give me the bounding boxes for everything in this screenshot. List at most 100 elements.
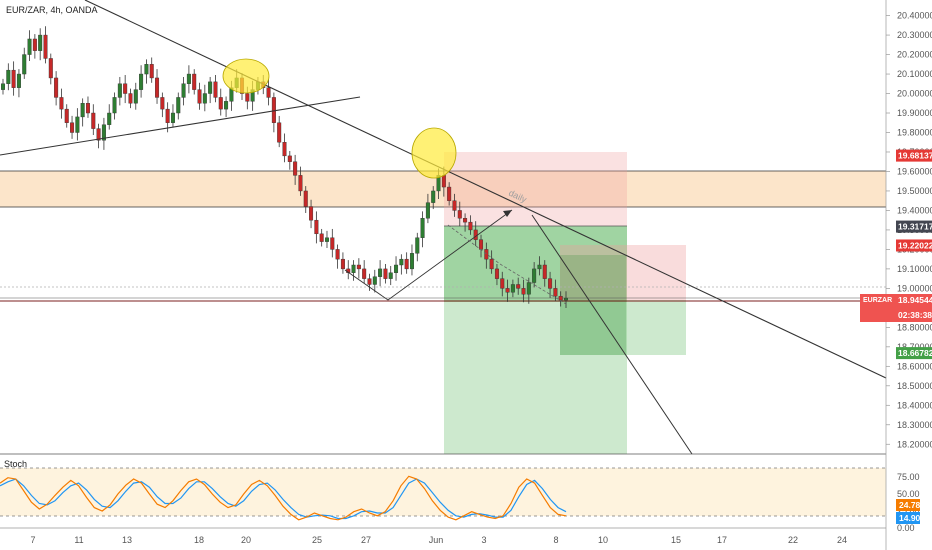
price-tick-label: 19.40000 [897,205,932,215]
candle-body [441,175,446,188]
candle-body [330,237,335,250]
x-tick-label: 24 [837,535,847,545]
price-tick-label: 19.10000 [897,264,932,274]
candle-body [123,83,128,94]
x-tick-label: 17 [717,535,727,545]
price-tag-bg [896,220,932,233]
candle-body [558,295,563,301]
price-tag-label: 19.31717 [898,222,932,232]
stoch-k-tag-bg [896,499,920,511]
current-price-tag: EURZAR 18.94544 02:38:38 [860,294,932,322]
candle-body [489,258,494,270]
stop-loss-zone [444,152,627,226]
x-tick-label: 7 [30,535,35,545]
x-tick-label: Jun [429,535,444,545]
candle-body [282,142,287,157]
candle-body [324,237,329,242]
candle-body [420,218,425,238]
stoch-k-line [0,475,567,521]
candle-body [43,34,48,59]
price-tag-bg [896,347,932,360]
daily-trendline [84,0,887,379]
highlight-circle-right [411,127,457,179]
candle-body [22,54,27,75]
stoch-tick-label: 50.00 [897,489,920,499]
candle-body [484,249,489,260]
x-tick-label: 8 [553,535,558,545]
candle-body [415,237,420,254]
candle-body [383,268,388,279]
candle-body [144,64,149,75]
take-profit-zone [444,226,627,454]
candle-body [176,97,181,114]
candle-body [293,161,298,176]
candle-body [80,103,85,118]
price-tick-label: 18.40000 [897,400,932,410]
candle-body [537,264,542,270]
dashed-projection [447,224,567,305]
candle-body [197,89,202,104]
candle-body [479,239,484,250]
price-tick-label: 18.60000 [897,361,932,371]
candle-body [372,276,377,285]
x-tick-label: 15 [671,535,681,545]
current-price-value: 18.94544 [898,295,932,305]
x-tick-label: 18 [194,535,204,545]
candle-body [287,155,292,162]
price-tags: 19.68137 19.31717 19.22022 18.66782 [896,149,932,360]
candle-body [314,219,319,235]
candle-body [155,77,160,98]
candle-body [564,297,569,301]
price-tick-label: 20.00000 [897,89,932,99]
stoch-d-line [0,478,567,520]
candle-body [548,278,553,289]
x-tick-label: 25 [312,535,322,545]
candle-body [351,264,356,273]
price-tick-label: 20.40000 [897,11,932,21]
candle-body [521,288,526,295]
stoch-k-value: 24.78 [899,500,921,510]
x-tick-label: 27 [361,535,371,545]
candle-body [218,97,223,110]
stoch-d-value: 14.90 [899,513,921,523]
candle-body [468,221,473,231]
symbol-title: EUR/ZAR, 4h, OANDA [6,5,98,15]
second-profit-zone [560,300,686,355]
swing-arrow-head [503,210,512,217]
current-price-symbol: EURZAR [863,297,892,304]
highlight-circle-left [222,58,270,94]
candle-body [16,73,21,88]
candle-body [399,258,404,266]
candle-body [266,87,271,98]
candle-body [452,200,457,211]
candle-body [394,264,399,273]
candle-body [101,124,106,141]
candle-body [378,268,383,277]
candle-body [245,93,250,102]
candle-body [271,97,276,123]
price-tick-label: 19.00000 [897,283,932,293]
price-axis-ticks: 20.40000 20.30000 20.20000 20.10000 20.00000… [886,11,932,449]
candle-body [38,34,43,51]
candle-body [404,258,409,270]
stoch-tick-label: 75.00 [897,472,920,482]
candle-body [298,175,303,192]
candle-body [473,229,478,240]
candle-body [409,253,414,270]
price-tick-label: 18.70000 [897,342,932,352]
candle-body [224,101,229,110]
candle-body [516,284,521,289]
stoch-d-tag: 14.90 [896,512,921,524]
stoch-d-tag-bg [896,512,920,524]
current-price-countdown: 02:38:38 [898,310,932,320]
current-price-tag-bg [860,294,932,322]
candle-body [165,108,170,123]
candle-body [170,112,175,123]
candle-body [64,108,69,123]
candlestick-series [1,26,569,309]
candle-body [335,249,340,260]
x-tick-label: 11 [74,535,83,545]
candle-body [388,272,393,279]
x-tick-label: 10 [598,535,608,545]
